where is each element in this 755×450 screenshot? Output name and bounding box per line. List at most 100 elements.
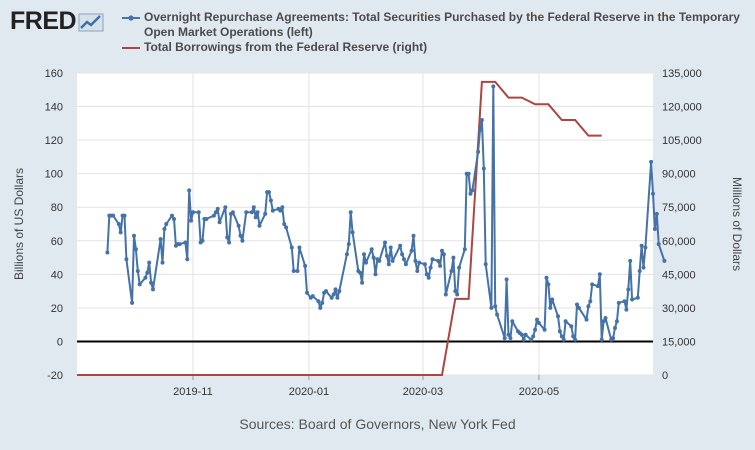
series-left-point [577, 306, 581, 310]
series-left-point [398, 244, 402, 248]
series-left-point [337, 289, 341, 293]
series-left-point [250, 210, 254, 214]
series-left-point [655, 212, 659, 216]
series-left-point [556, 314, 560, 318]
series-left-point [225, 235, 229, 239]
series-left-point [613, 326, 617, 330]
series-left-point [510, 319, 514, 323]
x-tick-label: 2020-01 [289, 386, 329, 398]
series-left-point [256, 210, 260, 214]
series-left-point [204, 217, 208, 221]
series-left-point [263, 212, 267, 216]
series-left-point [562, 338, 566, 342]
series-left-point [493, 304, 497, 308]
series-left-point [529, 338, 533, 342]
series-left-point [269, 199, 273, 203]
series-left-point [469, 192, 473, 196]
x-axis-ticks: 2019-11 2020-01 2020-03 2020-05 [173, 375, 559, 398]
series-left-point [457, 266, 461, 270]
right-tick-label: 105,000 [662, 135, 702, 147]
series-left-point [267, 190, 271, 194]
series-left-point [223, 205, 227, 209]
series-left-point [290, 246, 294, 250]
series-left-point [216, 207, 220, 211]
right-tick-label: 135,000 [662, 68, 702, 80]
series-left-point [412, 234, 416, 238]
series-left-point [189, 219, 193, 223]
series-left-point [183, 241, 187, 245]
series-left-point [450, 269, 454, 273]
series-left-point [470, 188, 474, 192]
series-left-point [417, 261, 421, 265]
series-left-point [311, 294, 315, 298]
left-tick-label: 80 [51, 202, 63, 214]
series-left-point [508, 336, 512, 340]
series-left-point [134, 247, 138, 251]
series-left-point [662, 259, 666, 263]
series-left-point [358, 271, 362, 275]
series-left-point [332, 293, 336, 297]
right-tick-label: 75,000 [662, 202, 696, 214]
series-left-point [280, 205, 284, 209]
series-left-point [482, 167, 486, 171]
series-left-point [258, 224, 262, 228]
series-left-point [630, 298, 634, 302]
right-axis-ticks: 015,00030,00045,00060,00075,00090,000105… [662, 68, 702, 382]
right-tick-label: 30,000 [662, 303, 696, 315]
series-left-point [423, 262, 427, 266]
series-left-point [237, 224, 241, 228]
left-tick-label: -20 [47, 370, 63, 382]
series-left-point [604, 316, 608, 320]
series-left-point [303, 264, 307, 268]
series-left-point [524, 333, 528, 337]
series-left-point [550, 298, 554, 302]
series-left-point [404, 262, 408, 266]
series-left-point [588, 299, 592, 303]
series-left-point [491, 84, 495, 88]
series-left-point [136, 269, 140, 273]
series-left-point [377, 259, 381, 263]
series-left-point [147, 261, 151, 265]
right-tick-label: 60,000 [662, 236, 696, 248]
series-left-point [548, 306, 552, 310]
series-left-point [119, 230, 123, 234]
series-left-point [507, 333, 511, 337]
left-tick-label: 0 [57, 336, 63, 348]
series-left-point [451, 256, 455, 260]
series-left-point [617, 301, 621, 305]
left-axis-ticks: -20020406080100120140160 [45, 68, 63, 382]
series-left-point [444, 293, 448, 297]
series-left-point [305, 291, 309, 295]
series-left-point [543, 328, 547, 332]
series-left-point [649, 160, 653, 164]
series-left-point [495, 313, 499, 317]
series-left-point [410, 249, 414, 253]
series-left-point [374, 272, 378, 276]
series-left-point [162, 227, 166, 231]
series-left-point [478, 128, 482, 132]
series-left-point [227, 241, 231, 245]
series-left-point [145, 271, 149, 275]
right-tick-label: 120,000 [662, 102, 702, 114]
series-left-point [172, 217, 176, 221]
series-left-point [611, 336, 615, 340]
series-left-point [651, 192, 655, 196]
series-left-point [334, 287, 338, 291]
series-left-point [522, 338, 526, 342]
series-left-point [244, 210, 248, 214]
series-left-point [349, 210, 353, 214]
series-left-point [159, 237, 163, 241]
series-left-point [297, 246, 301, 250]
series-left-point [191, 210, 195, 214]
right-tick-label: 90,000 [662, 169, 696, 181]
series-left-point [586, 304, 590, 308]
series-left-point [546, 282, 550, 286]
x-tick-label: 2020-05 [519, 386, 559, 398]
series-left-point [218, 220, 222, 224]
series-left-point [429, 266, 433, 270]
series-left-point [463, 247, 467, 251]
series-left-point [535, 318, 539, 322]
left-tick-label: 40 [51, 269, 63, 281]
series-left-point [362, 252, 366, 256]
left-axis-title: Billions of US Dollars [12, 168, 26, 280]
